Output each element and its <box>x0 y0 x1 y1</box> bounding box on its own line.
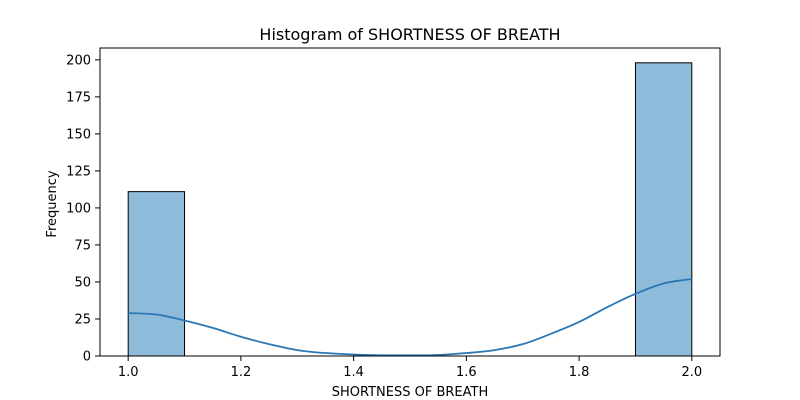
kde-layer <box>128 278 692 357</box>
histogram-bar-9 <box>634 62 693 357</box>
y-tick-label-1: 25 <box>74 312 91 327</box>
axes-layer <box>99 47 721 357</box>
x-tick-label-2: 1.4 <box>343 365 364 380</box>
y-axis-label: Frequency <box>45 170 60 237</box>
y-tick-label-2: 50 <box>74 275 91 290</box>
chart-title: Histogram of SHORTNESS OF BREATH <box>259 25 560 44</box>
x-tick-label-3: 1.6 <box>456 365 477 380</box>
plot-frame <box>99 47 721 357</box>
ticks-layer: 1.0 1.2 1.4 1.6 1.8 2.0 0 25 50 75 100 125 150 175 200 <box>66 53 702 380</box>
y-tick-label-7: 175 <box>66 90 91 105</box>
kde-line <box>128 278 692 357</box>
x-tick-label-4: 1.8 <box>569 365 590 380</box>
bars-layer <box>127 62 693 357</box>
y-tick-label-4: 100 <box>66 201 91 216</box>
x-axis-label: SHORTNESS OF BREATH <box>332 385 488 400</box>
y-tick-label-8: 200 <box>66 53 91 68</box>
y-tick-label-0: 0 <box>83 350 91 365</box>
y-tick-label-3: 75 <box>74 238 91 253</box>
x-tick-label-5: 2.0 <box>681 365 702 380</box>
y-tick-label-5: 125 <box>66 164 91 179</box>
x-tick-label-0: 1.0 <box>118 365 139 380</box>
x-tick-label-1: 1.2 <box>231 365 252 380</box>
histogram-bar-0 <box>127 191 186 357</box>
y-tick-label-6: 150 <box>66 127 91 142</box>
